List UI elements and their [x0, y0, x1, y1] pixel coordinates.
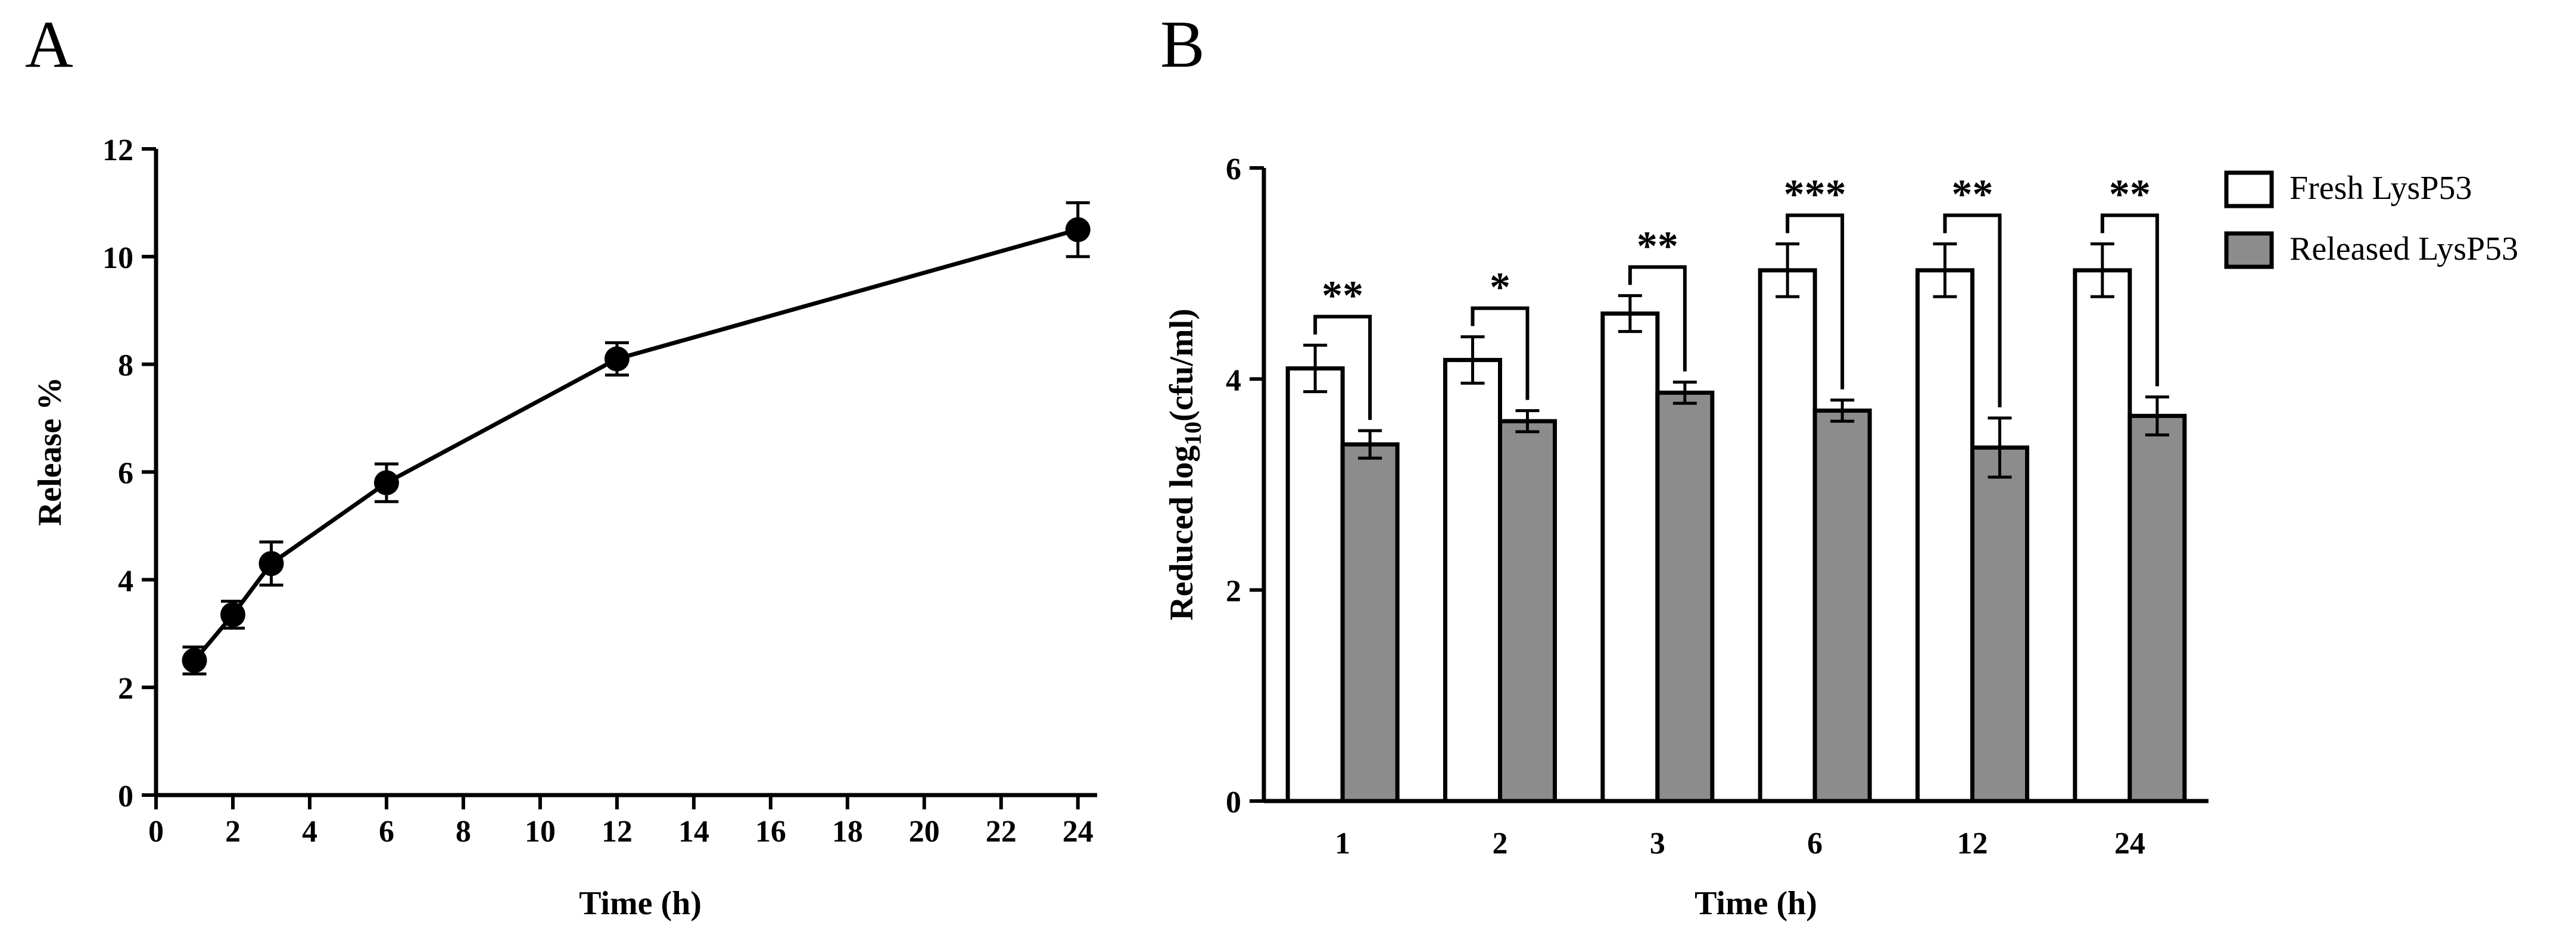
chart-a-y-tick-label: 6 — [118, 457, 133, 491]
chart-a-x-tick-label: 4 — [302, 815, 317, 849]
chart-b-sig-label: *** — [1784, 172, 1846, 218]
chart-b-xlabel: Time (h) — [1695, 885, 1817, 922]
chart-b-sig-label: ** — [1322, 273, 1363, 319]
chart-b-ylabel: Reduced log10(cfu/ml) — [1163, 309, 1206, 621]
chart-b-y-tick-label: 4 — [1226, 363, 1241, 397]
chart-b-sig-bracket — [1313, 314, 1372, 420]
chart-b-sig-label: ** — [1952, 172, 1993, 218]
chart-b-sig-label: * — [1490, 264, 1510, 310]
chart-b-x-tick-label: 24 — [2114, 827, 2145, 861]
chart-b-bar — [1758, 268, 1817, 803]
chart-a-x-tick-label: 0 — [148, 815, 164, 849]
chart-b-sig-bracket — [1786, 213, 1845, 390]
chart-b-legend-label: Released LysP53 — [2290, 230, 2518, 267]
chart-b-legend-swatch — [2224, 231, 2274, 269]
chart-b-sig-label: ** — [2109, 172, 2151, 218]
chart-a-point — [220, 602, 245, 628]
chart-b-sig-bracket — [2100, 213, 2159, 387]
chart-a-y-tick-label: 2 — [118, 672, 133, 706]
chart-b-bar — [1812, 408, 1872, 803]
chart-b-bar — [1915, 268, 1974, 803]
chart-a-point — [258, 551, 284, 577]
chart-b-legend-label: Fresh LysP53 — [2290, 170, 2472, 207]
chart-a-point — [604, 346, 630, 372]
chart-a-x-tick-label: 6 — [379, 815, 394, 849]
chart-a-y-tick-label: 10 — [102, 241, 133, 275]
chart-b-sig-bracket — [1943, 213, 2002, 407]
panel-a-label: A — [25, 8, 73, 82]
chart-a-series-line — [192, 228, 1079, 662]
chart-b-bar — [1340, 442, 1400, 803]
panel-b-label: B — [1160, 8, 1205, 82]
chart-a-x-tick-label: 18 — [832, 815, 863, 849]
chart-a-x-tick-label: 24 — [1063, 815, 1094, 849]
chart-b-bar — [1498, 419, 1557, 803]
chart-b-bar — [1443, 357, 1502, 803]
chart-a-xlabel: Time (h) — [579, 885, 702, 922]
chart-b-x-tick-label: 3 — [1650, 827, 1665, 861]
chart-a-y-tick-label: 0 — [118, 780, 133, 814]
chart-b-y-tick-label: 0 — [1226, 786, 1241, 820]
chart-a-y-tick-label: 4 — [118, 564, 133, 598]
chart-b-ylabel-main: Reduced log — [1163, 445, 1200, 621]
chart-b-bar — [1285, 366, 1345, 803]
chart-a-x-tick-label: 10 — [525, 815, 556, 849]
chart-b-bar — [2073, 268, 2132, 803]
chart-b-ylabel-sub: 10 — [1179, 422, 1206, 445]
chart-b-x-tick-label: 1 — [1335, 827, 1350, 861]
chart-b-y-tick-label: 6 — [1226, 152, 1241, 186]
chart-b-y-tick-label: 2 — [1226, 575, 1241, 609]
chart-a-x-tick-label: 12 — [602, 815, 633, 849]
chart-a-x-tick-label: 22 — [986, 815, 1017, 849]
chart-b-x-tick-label: 2 — [1493, 827, 1508, 861]
chart-b-sig-bracket — [1628, 265, 1687, 372]
chart-a-ylabel: Release % — [32, 377, 68, 526]
chart-a-x-tick-label: 20 — [909, 815, 940, 849]
chart-b-bar — [1970, 445, 2029, 803]
chart-b-bar — [1655, 390, 1715, 803]
chart-a-x-tick-label: 14 — [678, 815, 709, 849]
chart-b-legend-swatch — [2224, 170, 2274, 208]
chart-b-x-tick-label: 12 — [1957, 827, 1988, 861]
chart-b-bar — [2128, 413, 2187, 803]
chart-a-point — [373, 470, 399, 496]
chart-b-x-tick-label: 6 — [1807, 827, 1823, 861]
chart-b-ylabel-unit: (cfu/ml) — [1163, 309, 1200, 422]
chart-a-point — [1065, 217, 1091, 242]
chart-a-x-tick-label: 16 — [755, 815, 786, 849]
chart-a-y-tick-label: 8 — [118, 349, 133, 383]
chart-b-sig-label: ** — [1637, 223, 1678, 269]
chart-a-point — [182, 647, 207, 673]
chart-b-bar — [1600, 311, 1660, 803]
chart-a-x-tick-label: 8 — [456, 815, 471, 849]
chart-a-y-tick-label: 12 — [102, 133, 133, 167]
chart-a-x-tick-label: 2 — [225, 815, 241, 849]
chart-b-sig-bracket — [1471, 306, 1530, 400]
